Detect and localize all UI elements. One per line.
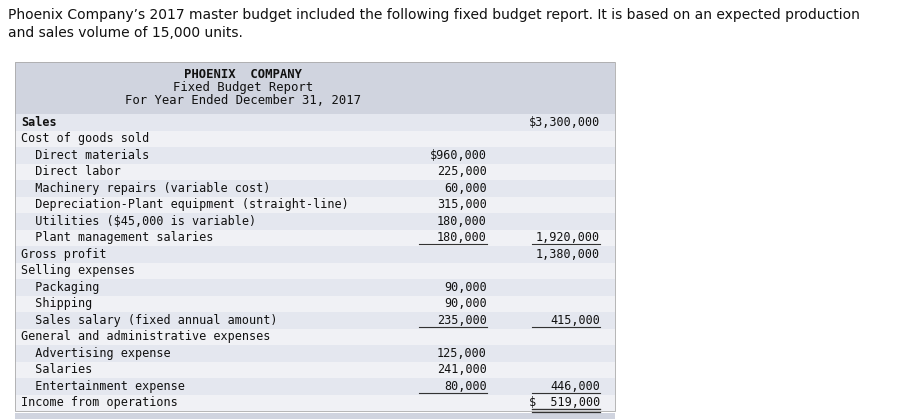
Text: PHOENIX  COMPANY: PHOENIX COMPANY — [184, 68, 302, 81]
Bar — [15, 413, 615, 419]
Text: 180,000: 180,000 — [437, 231, 487, 244]
Text: Packaging: Packaging — [21, 281, 100, 294]
Text: Utilities ($45,000 is variable): Utilities ($45,000 is variable) — [21, 215, 257, 228]
Bar — [15, 62, 615, 411]
Bar — [15, 213, 615, 229]
Text: Phoenix Company’s 2017 master budget included the following fixed budget report.: Phoenix Company’s 2017 master budget inc… — [8, 8, 860, 40]
Text: Fixed Budget Report: Fixed Budget Report — [173, 81, 313, 94]
Bar — [15, 378, 615, 394]
Text: Sales: Sales — [21, 116, 57, 129]
Text: Selling expenses: Selling expenses — [21, 264, 135, 277]
Bar — [15, 279, 615, 296]
Bar — [15, 262, 615, 279]
Text: Income from operations: Income from operations — [21, 396, 178, 409]
Text: Shipping: Shipping — [21, 297, 92, 310]
Bar — [15, 229, 615, 246]
Text: $960,000: $960,000 — [430, 149, 487, 162]
Bar — [15, 62, 615, 114]
Bar — [15, 163, 615, 180]
Text: Sales salary (fixed annual amount): Sales salary (fixed annual amount) — [21, 314, 277, 327]
Bar — [15, 131, 615, 147]
Text: Gross profit: Gross profit — [21, 248, 107, 261]
Bar — [15, 114, 615, 131]
Bar — [15, 197, 615, 213]
Text: Machinery repairs (variable cost): Machinery repairs (variable cost) — [21, 182, 270, 195]
Text: Direct labor: Direct labor — [21, 165, 121, 178]
Text: 446,000: 446,000 — [550, 380, 600, 393]
Bar — [15, 362, 615, 378]
Bar — [15, 246, 615, 262]
Text: Plant management salaries: Plant management salaries — [21, 231, 213, 244]
Text: 80,000: 80,000 — [444, 380, 487, 393]
Text: Entertainment expense: Entertainment expense — [21, 380, 185, 393]
Text: 315,000: 315,000 — [437, 198, 487, 211]
Text: 415,000: 415,000 — [550, 314, 600, 327]
Bar — [15, 394, 615, 411]
Bar — [15, 147, 615, 163]
Text: General and administrative expenses: General and administrative expenses — [21, 330, 270, 343]
Bar — [15, 312, 615, 328]
Text: $3,300,000: $3,300,000 — [528, 116, 600, 129]
Text: $  519,000: $ 519,000 — [528, 396, 600, 409]
Text: Cost of goods sold: Cost of goods sold — [21, 132, 149, 145]
Text: 225,000: 225,000 — [437, 165, 487, 178]
Text: 180,000: 180,000 — [437, 215, 487, 228]
Text: 241,000: 241,000 — [437, 363, 487, 376]
Text: 90,000: 90,000 — [444, 297, 487, 310]
Bar — [15, 328, 615, 345]
Text: 1,380,000: 1,380,000 — [536, 248, 600, 261]
Text: Advertising expense: Advertising expense — [21, 347, 170, 360]
Bar — [15, 296, 615, 312]
Bar — [15, 345, 615, 362]
Text: For Year Ended December 31, 2017: For Year Ended December 31, 2017 — [125, 94, 361, 107]
Text: Depreciation-Plant equipment (straight-line): Depreciation-Plant equipment (straight-l… — [21, 198, 349, 211]
Text: 1,920,000: 1,920,000 — [536, 231, 600, 244]
Text: 125,000: 125,000 — [437, 347, 487, 360]
Bar — [15, 180, 615, 197]
Text: Direct materials: Direct materials — [21, 149, 149, 162]
Text: 235,000: 235,000 — [437, 314, 487, 327]
Text: 90,000: 90,000 — [444, 281, 487, 294]
Text: Salaries: Salaries — [21, 363, 92, 376]
Text: 60,000: 60,000 — [444, 182, 487, 195]
